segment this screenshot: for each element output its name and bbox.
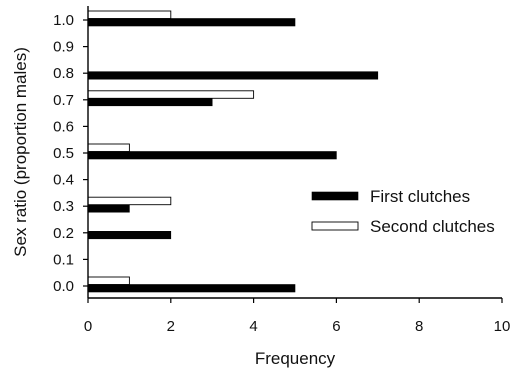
y-tick-label-0.4: 0.4 bbox=[53, 172, 74, 189]
y-ticks-group: 0.0 0.1 0.2 0.3 0.4 0.5 0.6 0.7 0.8 0.9 1.0 bbox=[53, 12, 88, 295]
legend: First clutches Second clutches bbox=[311, 187, 495, 236]
legend-label-second-clutches: Second clutches bbox=[370, 217, 495, 236]
x-tick-label-4: 4 bbox=[249, 318, 257, 335]
bar-first-0.8 bbox=[87, 71, 379, 80]
y-axis-title: Sex ratio (proportion males) bbox=[11, 47, 30, 257]
bar-first-1.0 bbox=[87, 18, 296, 27]
bar-second-1.0 bbox=[87, 10, 172, 19]
legend-swatch-second-clutches bbox=[311, 221, 359, 231]
legend-swatch-first-clutches bbox=[311, 191, 359, 201]
x-ticks-group: 0 2 4 6 8 10 bbox=[84, 298, 511, 335]
bar-second-0.5 bbox=[87, 143, 130, 152]
y-tick-label-1.0: 1.0 bbox=[53, 12, 74, 29]
x-tick-label-2: 2 bbox=[167, 318, 175, 335]
bar-second-0.3 bbox=[87, 196, 172, 206]
bar-second-0.7 bbox=[87, 90, 255, 99]
bar-first-0.2 bbox=[87, 231, 172, 240]
y-tick-label-0.5: 0.5 bbox=[53, 145, 74, 162]
x-tick-label-0: 0 bbox=[84, 318, 92, 335]
y-tick-label-0.6: 0.6 bbox=[53, 118, 74, 135]
y-tick-label-0.7: 0.7 bbox=[53, 92, 74, 109]
x-tick-label-6: 6 bbox=[332, 318, 340, 335]
y-tick-label-0.2: 0.2 bbox=[53, 225, 74, 242]
x-axis-title: Frequency bbox=[255, 349, 336, 368]
y-tick-label-0.9: 0.9 bbox=[53, 39, 74, 56]
bar-first-0.5 bbox=[87, 151, 337, 160]
y-tick-label-0.0: 0.0 bbox=[53, 278, 74, 295]
legend-label-first-clutches: First clutches bbox=[370, 187, 470, 206]
axes-group bbox=[87, 6, 502, 299]
x-tick-label-10: 10 bbox=[494, 318, 511, 335]
bars-group bbox=[87, 10, 379, 293]
bar-first-0.0 bbox=[87, 284, 296, 293]
bar-first-0.7 bbox=[87, 98, 213, 107]
y-tick-label-0.8: 0.8 bbox=[53, 65, 74, 82]
x-tick-label-8: 8 bbox=[415, 318, 423, 335]
bar-second-0.0 bbox=[87, 276, 130, 285]
bar-first-0.3 bbox=[87, 204, 130, 213]
y-tick-label-0.1: 0.1 bbox=[53, 251, 74, 268]
y-tick-label-0.3: 0.3 bbox=[53, 198, 74, 215]
